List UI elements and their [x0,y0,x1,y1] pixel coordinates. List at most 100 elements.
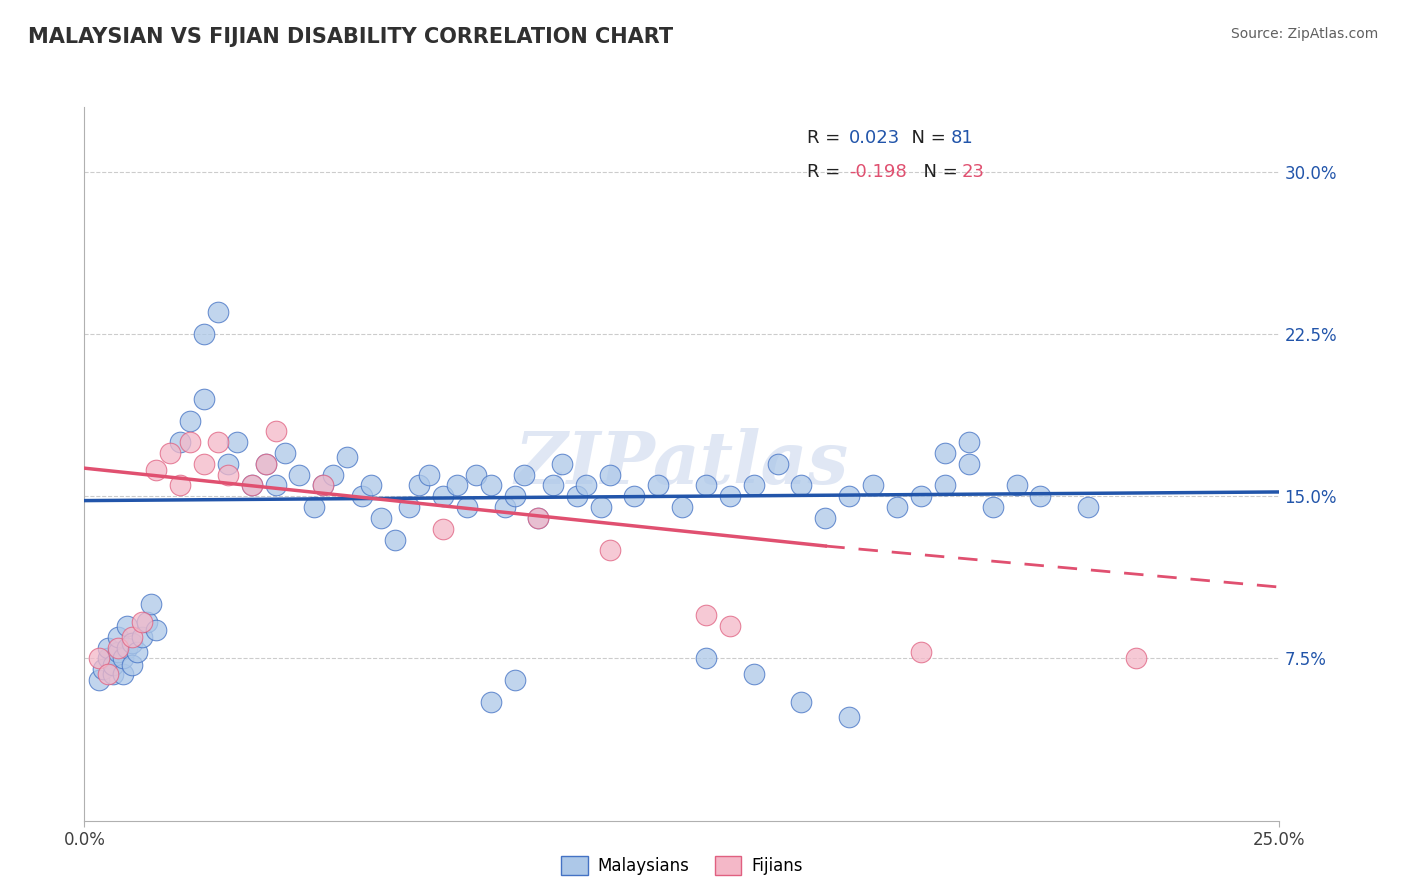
Point [718,489,741,503]
Point [527,511,550,525]
Point [288,467,311,482]
Point [494,500,516,514]
Point [1005,478,1028,492]
Point [695,608,717,623]
Point [135,615,157,629]
Point [503,673,526,687]
Legend: Malaysians, Fijians: Malaysians, Fijians [553,847,811,884]
Point [647,478,669,492]
Point [226,435,249,450]
Point [862,478,884,492]
Point [513,467,536,482]
Point [117,619,139,633]
Point [1077,500,1099,514]
Point [107,630,129,644]
Point [217,457,239,471]
Point [240,478,263,492]
Point [87,651,110,665]
Point [910,645,932,659]
Point [718,619,741,633]
Text: N =: N = [912,163,965,181]
Point [93,662,115,676]
Point [336,450,359,465]
Text: 81: 81 [950,128,973,147]
Point [274,446,297,460]
Point [479,478,502,492]
Point [254,457,277,471]
Point [193,457,215,471]
Point [169,435,191,450]
Point [766,457,789,471]
Text: 0.023: 0.023 [849,128,900,147]
Point [742,478,765,492]
Point [302,500,325,514]
Point [111,666,134,681]
Point [565,489,588,503]
Point [575,478,598,492]
Point [934,446,956,460]
Point [125,645,148,659]
Point [838,489,860,503]
Point [503,489,526,503]
Point [695,651,717,665]
Point [312,478,335,492]
Point [107,645,129,659]
Point [981,500,1004,514]
Point [790,478,813,492]
Point [264,478,287,492]
Point [350,489,373,503]
Point [101,666,124,681]
Point [742,666,765,681]
Point [217,467,239,482]
Point [207,305,229,319]
Point [1125,651,1147,665]
Point [87,673,110,687]
Point [465,467,488,482]
Point [254,457,277,471]
Point [695,478,717,492]
Point [193,327,215,342]
Point [599,467,621,482]
Point [312,478,335,492]
Point [790,695,813,709]
Point [910,489,932,503]
Text: 23: 23 [962,163,984,181]
Point [1029,489,1052,503]
Point [551,457,574,471]
Point [111,651,134,665]
Text: -0.198: -0.198 [849,163,907,181]
Point [446,478,468,492]
Text: N =: N = [900,128,952,147]
Text: ZIPatlas: ZIPatlas [515,428,849,500]
Point [527,511,550,525]
Text: R =: R = [807,128,846,147]
Point [145,624,167,638]
Point [121,630,143,644]
Point [141,598,163,612]
Point [541,478,564,492]
Point [179,435,201,450]
Point [131,630,153,644]
Point [479,695,502,709]
Point [97,640,120,655]
Point [432,489,454,503]
Point [159,446,181,460]
Point [145,463,167,477]
Point [957,457,980,471]
Point [599,543,621,558]
Point [418,467,440,482]
Point [934,478,956,492]
Point [97,666,120,681]
Point [107,640,129,655]
Point [207,435,229,450]
Point [101,657,124,672]
Point [408,478,430,492]
Point [360,478,382,492]
Point [169,478,191,492]
Point [384,533,406,547]
Point [957,435,980,450]
Point [370,511,392,525]
Point [193,392,215,406]
Point [131,615,153,629]
Text: R =: R = [807,163,846,181]
